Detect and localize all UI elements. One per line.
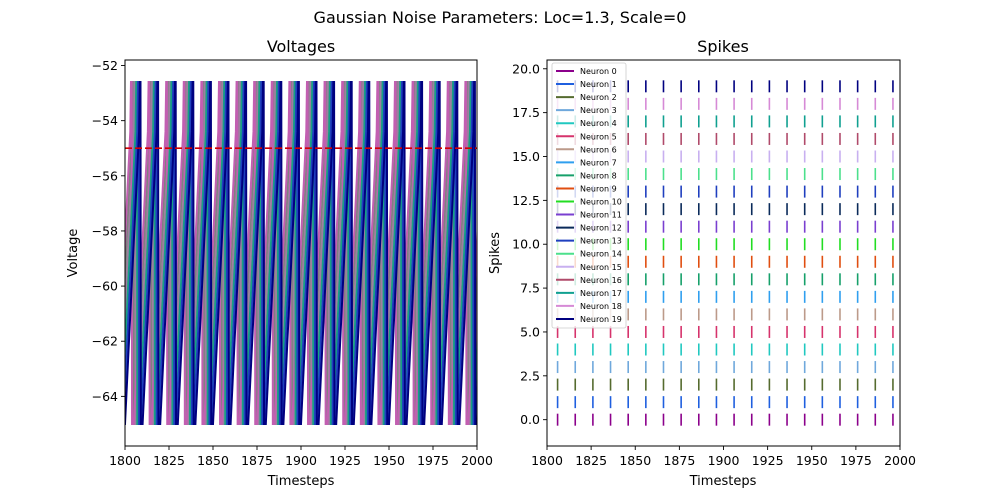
voltages-xlabel: Timesteps	[267, 474, 335, 489]
y-tick-label: −62	[92, 334, 118, 349]
y-tick-label: −56	[92, 168, 118, 183]
x-tick-label: 1925	[752, 453, 784, 468]
legend-label: Neuron 17	[580, 289, 622, 298]
voltage-trace-2	[125, 81, 477, 425]
legend-label: Neuron 9	[580, 184, 617, 193]
spikes-xlabel: Timesteps	[689, 474, 757, 489]
x-tick-label: 1975	[417, 453, 449, 468]
voltage-trace-3	[125, 81, 477, 425]
y-tick-label: −54	[92, 113, 118, 128]
voltage-trace-5	[125, 81, 477, 425]
voltages-axes: Voltages Timesteps Voltage 1800 1825 1850 1…	[66, 37, 493, 489]
x-tick-label: 2000	[461, 453, 493, 468]
legend-label: Neuron 18	[580, 302, 622, 311]
voltages-ylabel: Voltage	[66, 229, 81, 278]
y-tick-label: 0.0	[520, 412, 540, 427]
x-tick-label: 1800	[531, 453, 563, 468]
y-tick-label: 5.0	[520, 324, 540, 339]
y-tick-label: 17.5	[512, 105, 540, 120]
x-tick-label: 1900	[285, 453, 317, 468]
x-tick-label: 1850	[619, 453, 651, 468]
y-tick-label: 15.0	[512, 149, 540, 164]
x-tick-label: 1800	[109, 453, 141, 468]
y-tick-label: −52	[92, 58, 118, 73]
spikes-title: Spikes	[697, 37, 749, 56]
x-tick-label: 1925	[329, 453, 361, 468]
x-tick-label: 1900	[708, 453, 740, 468]
y-tick-label: −60	[92, 279, 118, 294]
spikes-ylabel: Spikes	[488, 232, 503, 274]
voltages-title: Voltages	[267, 37, 335, 56]
legend-label: Neuron 14	[580, 250, 622, 259]
spikes-plot-area	[556, 80, 894, 426]
legend-label: Neuron 10	[580, 198, 622, 207]
voltage-trace-4	[125, 81, 477, 425]
legend-label: Neuron 16	[580, 276, 622, 285]
legend-label: Neuron 7	[580, 158, 617, 167]
spikes-legend: Neuron 0 Neuron 1 Neuron 2 Neuron 3 Neuron 4…	[551, 62, 627, 329]
x-tick-label: 1950	[373, 453, 405, 468]
x-tick-label: 1825	[575, 453, 607, 468]
y-tick-label: 10.0	[512, 237, 540, 252]
x-tick-label: 1950	[796, 453, 828, 468]
legend-label: Neuron 1	[580, 80, 617, 89]
legend-label: Neuron 3	[580, 106, 617, 115]
y-tick-label: 12.5	[512, 193, 540, 208]
voltage-trace-1	[125, 81, 477, 425]
y-tick-label: −64	[92, 389, 118, 404]
legend-label: Neuron 11	[580, 211, 622, 220]
y-tick-label: 20.0	[512, 61, 540, 76]
x-tick-label: 1975	[840, 453, 872, 468]
x-tick-label: 1875	[241, 453, 273, 468]
legend-label: Neuron 19	[580, 315, 622, 324]
x-tick-label: 1825	[153, 453, 185, 468]
y-tick-label: 7.5	[520, 281, 540, 296]
legend-label: Neuron 4	[580, 119, 617, 128]
legend-label: Neuron 0	[580, 67, 617, 76]
legend-label: Neuron 15	[580, 263, 622, 272]
legend-label: Neuron 8	[580, 171, 617, 180]
legend-frame	[551, 62, 627, 329]
spikes-axes: Spikes Timesteps Spikes 1800 1825 1850 1875…	[488, 37, 916, 489]
legend-label: Neuron 2	[580, 93, 617, 102]
figure-suptitle: Gaussian Noise Parameters: Loc=1.3, Scal…	[314, 8, 687, 27]
legend-label: Neuron 5	[580, 132, 617, 141]
legend-label: Neuron 13	[580, 237, 622, 246]
x-tick-label: 1875	[663, 453, 695, 468]
legend-label: Neuron 6	[580, 145, 617, 154]
y-tick-label: −58	[92, 223, 118, 238]
legend-label: Neuron 12	[580, 224, 622, 233]
x-tick-label: 1850	[197, 453, 229, 468]
y-tick-label: 2.5	[520, 368, 540, 383]
voltages-plot-area	[125, 81, 477, 425]
x-tick-label: 2000	[884, 453, 916, 468]
